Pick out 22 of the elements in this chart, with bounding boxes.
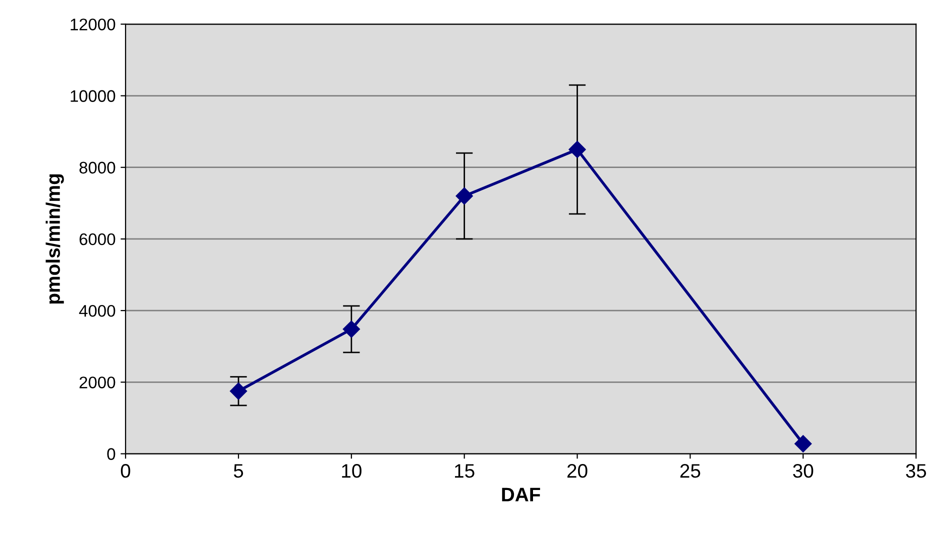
y-tick-label: 8000 bbox=[79, 162, 116, 174]
y-tick-label: 4000 bbox=[79, 304, 116, 317]
x-tick-label: 5 bbox=[234, 464, 244, 478]
x-tick-label: 20 bbox=[567, 464, 588, 478]
y-tick-label: 2000 bbox=[80, 376, 116, 388]
point bbox=[230, 382, 248, 400]
x-tick-label: 30 bbox=[793, 464, 814, 478]
x-tick-label: 25 bbox=[680, 464, 700, 478]
point bbox=[794, 435, 812, 452]
x-tick-label: 35 bbox=[906, 464, 926, 478]
point bbox=[456, 187, 473, 205]
y-tick-label: 6000 bbox=[80, 233, 116, 246]
y-tick-label: 10000 bbox=[70, 90, 116, 102]
x-axis-title: DAF bbox=[502, 488, 540, 502]
y-tick-label: 12000 bbox=[70, 18, 116, 30]
point bbox=[568, 140, 586, 158]
x-tick-label: 10 bbox=[342, 464, 362, 478]
x-tick-label: 0 bbox=[120, 464, 130, 478]
y-tick-label: 0 bbox=[107, 448, 116, 460]
point bbox=[342, 320, 360, 338]
y-axis-title: pmols/min/mg bbox=[46, 174, 64, 304]
x-tick-label: 15 bbox=[455, 464, 474, 478]
